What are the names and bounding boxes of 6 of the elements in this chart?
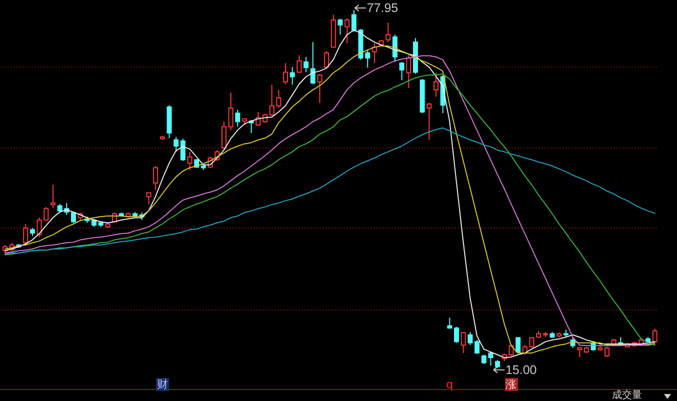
- annotation: 成交量: [612, 390, 642, 401]
- annotation: 涨: [504, 378, 518, 391]
- annotation: 77.95: [366, 0, 398, 15]
- annotation: q: [445, 378, 454, 391]
- annotation: 财: [156, 378, 169, 391]
- annotation: 15.00: [505, 362, 537, 377]
